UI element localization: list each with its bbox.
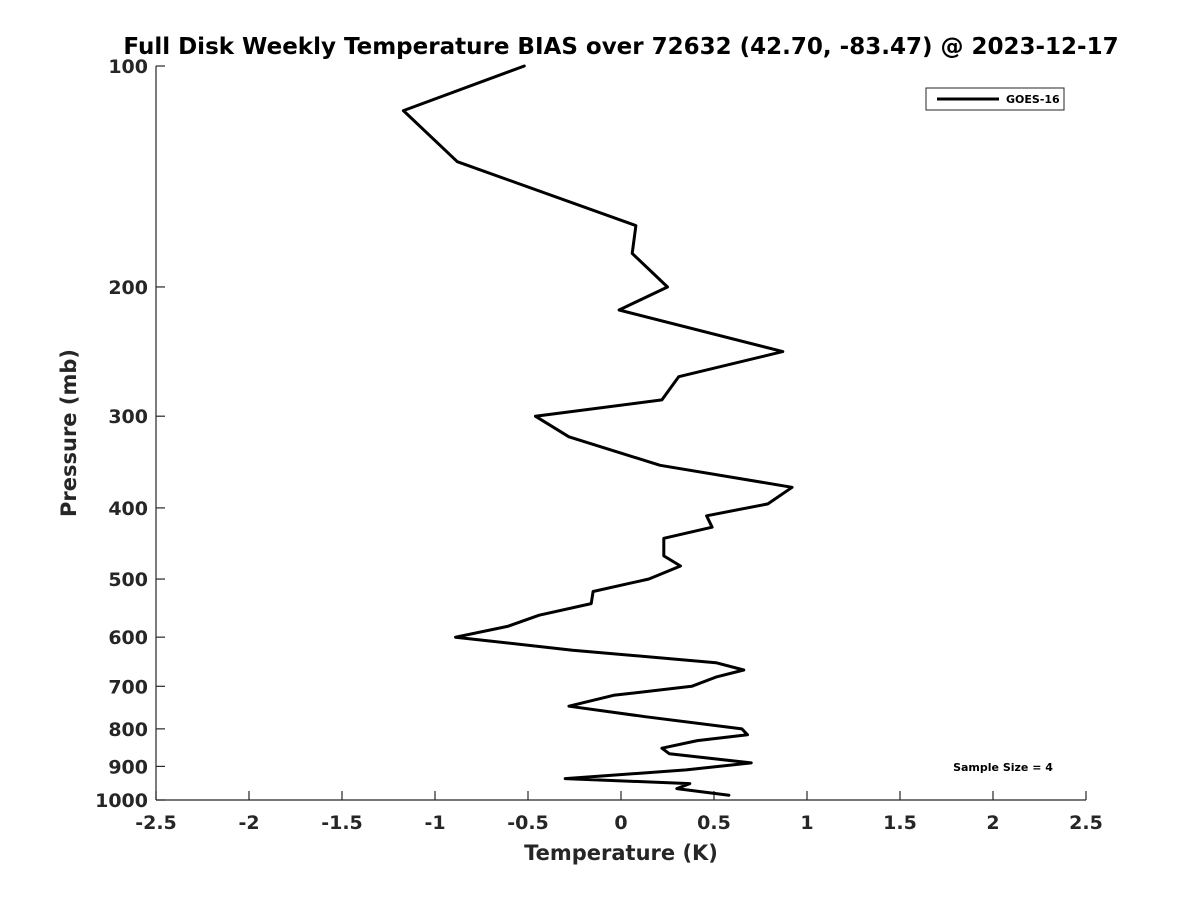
y-axis-ticks: 100 200 300 400 500 600 700 800 900 1000 [95,56,165,812]
x-tick-label: 0.5 [697,812,731,834]
y-tick-label: 700 [108,676,148,698]
y-tick-label: 900 [108,756,148,778]
chart-title: Full Disk Weekly Temperature BIAS over 7… [123,34,1118,60]
x-tick-label: -1 [424,812,445,834]
y-tick-label: 500 [108,569,148,591]
sample-size-annotation: Sample Size = 4 [953,761,1053,774]
y-tick-label: 100 [108,56,148,78]
y-tick-label: 800 [108,719,148,741]
y-tick-label: 300 [108,406,148,428]
y-tick-label: 1000 [95,790,148,812]
x-tick-label: -1.5 [321,812,363,834]
x-tick-label: 1.5 [883,812,917,834]
x-tick-label: 2.5 [1069,812,1103,834]
y-tick-label: 600 [108,627,148,649]
y-tick-label: 400 [108,498,148,520]
x-tick-label: -2.5 [135,812,177,834]
x-tick-label: 0 [614,812,627,834]
x-tick-label: 1 [800,812,813,834]
legend-label-goes-16: GOES-16 [1006,93,1060,106]
series-layer [401,64,794,797]
y-tick-label: 200 [108,277,148,299]
x-tick-label: -2 [238,812,259,834]
legend: GOES-16 [925,87,1065,111]
x-tick-label: -0.5 [507,812,549,834]
x-axis-label: Temperature (K) [524,841,718,865]
series-line-goes-16 [401,64,794,797]
y-axis-label: Pressure (mb) [57,349,81,517]
x-tick-label: 2 [986,812,999,834]
x-axis-ticks: -2.5 -2 -1.5 -1 -0.5 0 0.5 1 1.5 2 2.5 [135,791,1103,834]
